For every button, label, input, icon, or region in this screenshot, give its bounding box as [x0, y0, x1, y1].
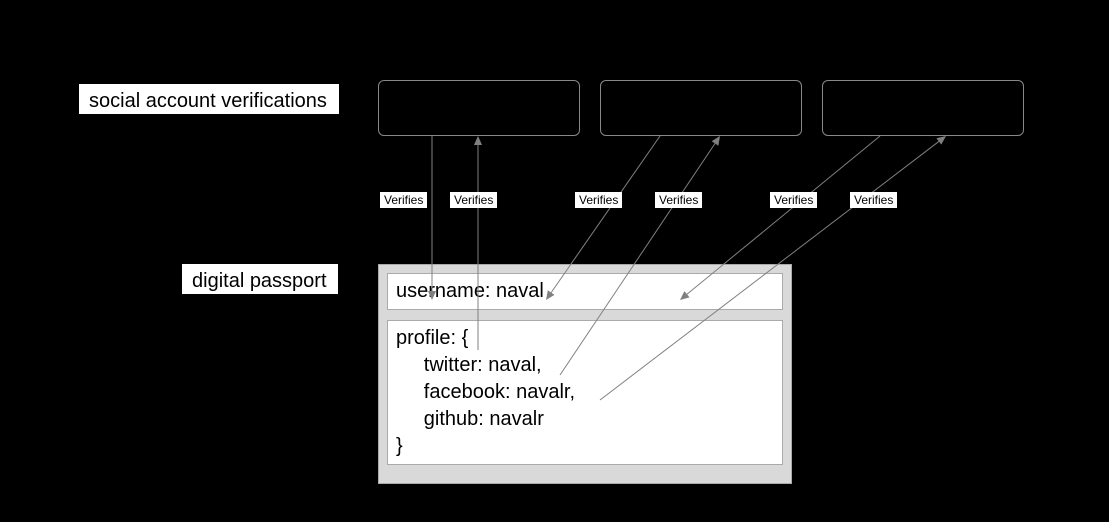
- edge-label: Verifies: [380, 192, 427, 208]
- edge-label: Verifies: [655, 192, 702, 208]
- social-box-3: [822, 80, 1024, 136]
- passport-username-field: username: naval: [387, 273, 783, 310]
- diagram-stage: social account verifications digital pas…: [0, 0, 1109, 522]
- social-box-1: [378, 80, 580, 136]
- heading-digital-passport: digital passport: [182, 264, 338, 294]
- digital-passport-panel: username: naval profile: { twitter: nava…: [378, 264, 792, 484]
- heading-social-verifications: social account verifications: [79, 84, 339, 114]
- passport-profile-field: profile: { twitter: naval, facebook: nav…: [387, 320, 783, 465]
- edge-label: Verifies: [850, 192, 897, 208]
- edge-label: Verifies: [575, 192, 622, 208]
- edge-label: Verifies: [450, 192, 497, 208]
- social-box-2: [600, 80, 802, 136]
- edge-label: Verifies: [770, 192, 817, 208]
